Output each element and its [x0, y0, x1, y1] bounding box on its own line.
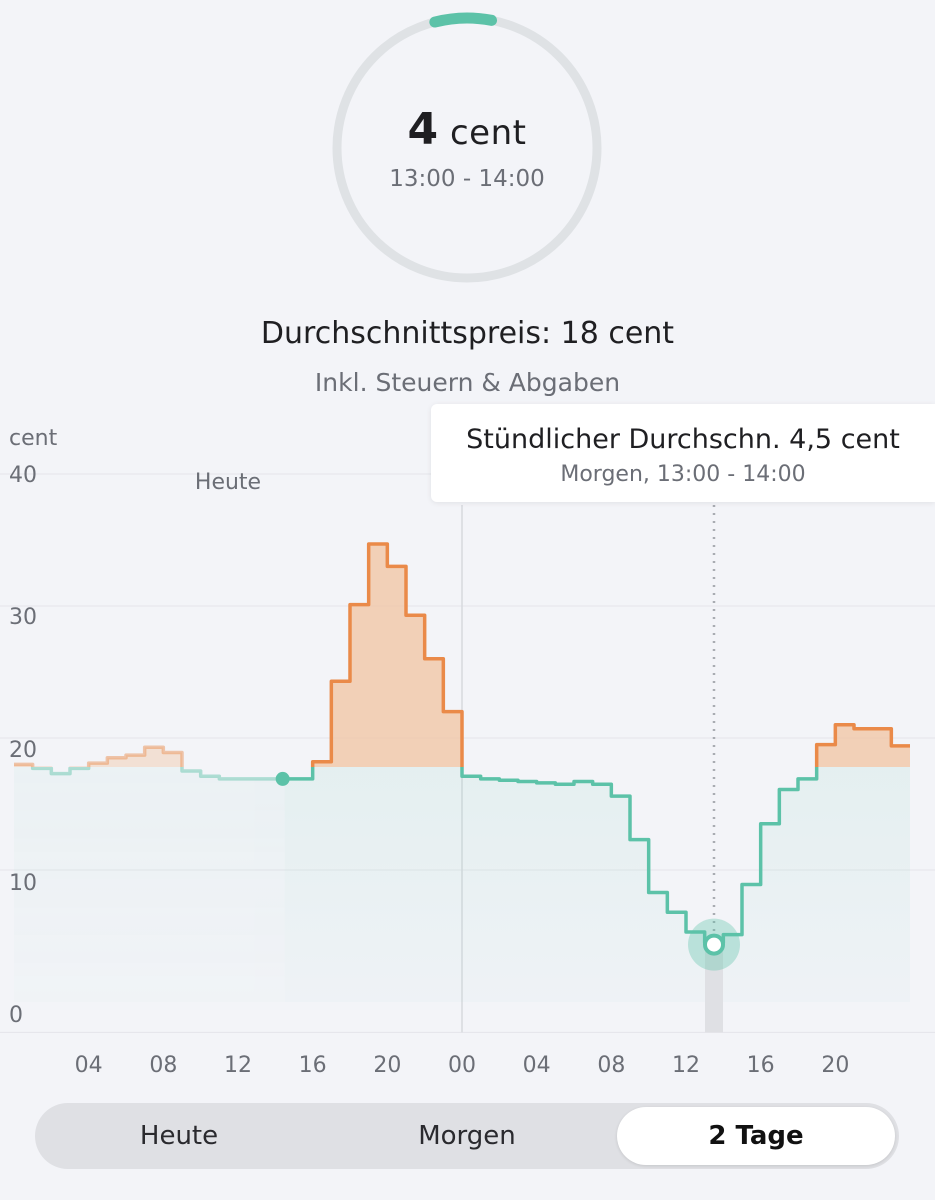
y-axis-label: cent — [9, 426, 58, 451]
price-chart[interactable]: 40 30 20 10 0 cent 04 08 12 16 20 00 04 08 12 16 20 Heute — [0, 400, 935, 1090]
hour-tooltip: Stündlicher Durchschn. 4,5 cent Morgen, … — [431, 404, 935, 502]
x-tick-label: 12 — [672, 1053, 700, 1078]
expensive-area — [312, 543, 910, 768]
x-tick-label: 00 — [448, 1053, 476, 1078]
x-tick-label: 04 — [75, 1053, 103, 1078]
y-tick-label: 40 — [9, 463, 37, 488]
x-tick-label: 20 — [373, 1053, 401, 1078]
y-tick-label: 10 — [9, 871, 37, 896]
day-marker-label: Heute — [195, 470, 261, 495]
y-tick-label: 20 — [9, 738, 37, 763]
x-tick-label: 16 — [299, 1053, 327, 1078]
toggle-tomorrow[interactable]: Morgen — [418, 1121, 516, 1151]
current-hour-dot — [275, 771, 290, 786]
current-price-unit: cent — [449, 113, 527, 153]
y-tick-label: 30 — [9, 605, 37, 630]
x-tick-label: 20 — [821, 1053, 849, 1078]
tooltip-title: Stündlicher Durchschn. 4,5 cent — [466, 424, 900, 455]
chart-markers — [275, 505, 740, 1033]
current-price-value: 4 — [407, 104, 439, 155]
selected-hour-band — [705, 942, 723, 1033]
selected-hour-dot — [703, 933, 725, 956]
past-area — [14, 747, 285, 1002]
price-gauge — [332, 12, 602, 283]
cheap-area — [14, 767, 285, 1002]
x-tick-label: 12 — [224, 1053, 252, 1078]
x-tick-label: 16 — [747, 1053, 775, 1078]
y-tick-label: 0 — [9, 1003, 23, 1028]
toggle-two-days[interactable]: 2 Tage — [617, 1107, 895, 1165]
expensive-line — [14, 745, 184, 768]
average-price: Durchschnittspreis: 18 cent — [260, 316, 675, 351]
tax-note: Inkl. Steuern & Abgaben — [314, 368, 621, 397]
chart-axes: 40 30 20 10 0 cent 04 08 12 16 20 00 04 08 12 16 20 Heute — [9, 426, 849, 1078]
chart-lines — [14, 542, 910, 945]
cheap-line — [284, 767, 819, 945]
future-line — [284, 542, 910, 945]
past-line — [14, 745, 285, 781]
tooltip-subtitle: Morgen, 13:00 - 14:00 — [560, 462, 806, 487]
current-price: 4 cent — [331, 104, 603, 155]
future-area — [284, 543, 910, 1002]
expensive-area — [14, 747, 182, 768]
gauge-fill — [429, 12, 498, 28]
period-toggle: Heute Morgen 2 Tage — [35, 1103, 899, 1169]
chart-areas — [14, 543, 910, 1002]
toggle-today[interactable]: Heute — [139, 1121, 219, 1151]
current-time-range: 13:00 - 14:00 — [389, 166, 545, 192]
x-tick-label: 08 — [597, 1053, 625, 1078]
x-tick-label: 04 — [523, 1053, 551, 1078]
cheap-area — [284, 767, 910, 1002]
x-tick-label: 08 — [149, 1053, 177, 1078]
